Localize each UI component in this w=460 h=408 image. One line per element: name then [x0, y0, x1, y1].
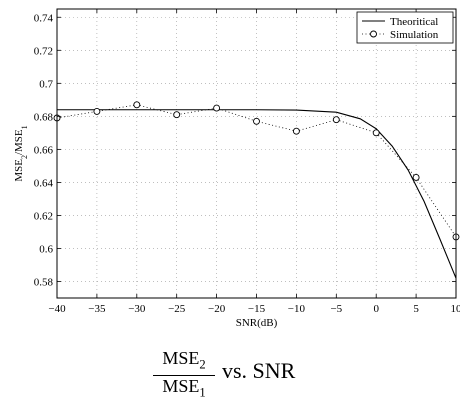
x-tick-label: −35 — [88, 303, 106, 315]
legend-label-simulation: Simulation — [390, 29, 439, 41]
legend-label-theoritical: Theoritical — [390, 16, 438, 28]
x-tick-label: −40 — [48, 303, 66, 315]
legend-swatch-simulation-marker — [370, 30, 377, 38]
caption-numerator: MSE2 — [162, 348, 206, 372]
x-tick-label: −20 — [208, 303, 226, 315]
caption-fraction-bar — [153, 374, 215, 376]
chart: −40 −35 −30 −25 −20 −15 −10 −5 0 5 10 0.58 0.6 0.62 0.… — [13, 8, 460, 329]
x-tick-label: −10 — [288, 303, 306, 315]
y-tick-label: 0.66 — [34, 144, 54, 156]
simulation-point — [133, 101, 141, 109]
caption-text: vs. SNR — [222, 358, 296, 383]
simulation-point — [412, 173, 420, 181]
simulation-point — [332, 116, 340, 124]
y-tick-label: 0.74 — [34, 12, 54, 24]
x-tick-label: −15 — [248, 303, 266, 315]
x-tick-label: 5 — [413, 303, 419, 315]
simulation-point — [292, 127, 300, 135]
simulation-point — [213, 104, 221, 112]
x-tick-label: 10 — [451, 303, 460, 315]
figure-caption: MSE2 MSE1 vs. SNR — [0, 346, 460, 399]
y-axis-label: MSE2/MSE1 — [13, 125, 29, 181]
series-line-simulation — [56, 104, 457, 238]
legend-box — [356, 11, 454, 44]
y-tick-label: 0.64 — [34, 177, 54, 189]
series-layer — [53, 101, 460, 279]
x-tick-label: 0 — [373, 303, 379, 315]
simulation-point — [372, 129, 380, 137]
caption-denominator: MSE1 — [162, 375, 206, 400]
x-tick-label: −30 — [128, 303, 146, 315]
series-line-theoritical — [57, 109, 456, 279]
grid — [56, 9, 457, 298]
simulation-point — [253, 117, 260, 125]
y-tick-label: 0.68 — [34, 111, 54, 123]
x-tick-label: −5 — [330, 303, 342, 315]
caption-fraction: MSE2 MSE1 — [149, 348, 219, 402]
y-tick-label: 0.72 — [34, 45, 53, 57]
y-tick-label: 0.6 — [39, 243, 53, 255]
axis-ticks: −40 −35 −30 −25 −20 −15 −10 −5 0 5 10 0.58 0.6 0.62 0.… — [34, 9, 460, 315]
y-tick-label: 0.62 — [34, 210, 53, 222]
y-tick-label: 0.58 — [34, 276, 54, 288]
x-tick-label: −25 — [168, 303, 186, 315]
simulation-point — [93, 107, 101, 115]
x-axis-label: SNR(dB) — [236, 317, 278, 329]
simulation-point — [173, 111, 181, 119]
y-tick-label: 0.7 — [39, 78, 53, 90]
